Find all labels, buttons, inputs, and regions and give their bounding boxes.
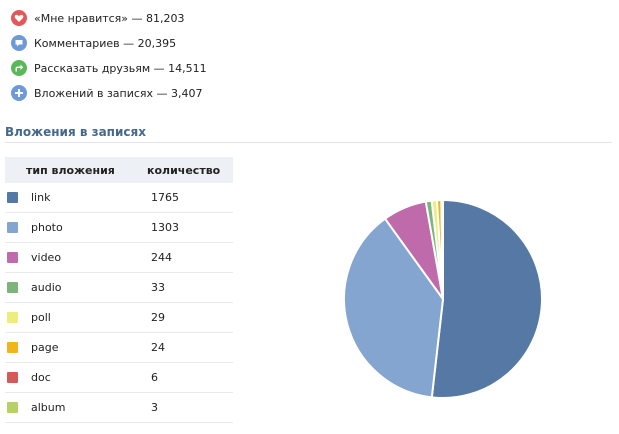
legend-swatch <box>7 222 18 233</box>
table-header: тип вложения количество <box>5 157 233 183</box>
pie-slice-photo[interactable] <box>343 217 444 399</box>
column-header-type: тип вложения <box>26 163 115 177</box>
legend-swatch <box>7 252 18 263</box>
legend-swatch <box>7 402 18 413</box>
attachment-count: 3 <box>151 401 158 414</box>
table-row: album 3 <box>5 393 233 423</box>
attachments-table: тип вложения количество link 1765 photo 130… <box>5 157 233 423</box>
stat-attachments-label: Вложений в записях — 3,407 <box>34 86 203 100</box>
table-row: photo 1303 <box>5 213 233 243</box>
attachment-count: 33 <box>151 281 165 294</box>
stat-comments: Комментариев — 20,395 <box>11 34 176 52</box>
attachment-type: audio <box>31 281 62 294</box>
attachments-section-title: Вложения в записях <box>5 125 146 139</box>
pie-slice-album[interactable] <box>441 199 444 300</box>
section-divider <box>5 142 612 143</box>
attachment-type: page <box>31 341 59 354</box>
stat-shares-label: Рассказать друзьям — 14,511 <box>34 61 207 75</box>
attachment-count: 1765 <box>151 191 179 204</box>
attachment-count: 24 <box>151 341 165 354</box>
table-row: page 24 <box>5 333 233 363</box>
attachment-type: doc <box>31 371 51 384</box>
table-body: link 1765 photo 1303 video 244 audio 33 poll 29 pa… <box>5 183 233 423</box>
attachment-count: 29 <box>151 311 165 324</box>
legend-swatch <box>7 192 18 203</box>
attachment-count: 6 <box>151 371 158 384</box>
legend-swatch <box>7 372 18 383</box>
heart-icon <box>11 10 27 26</box>
legend-swatch <box>7 282 18 293</box>
attachment-type: video <box>31 251 62 264</box>
plus-icon <box>11 85 27 101</box>
attachment-count: 1303 <box>151 221 179 234</box>
table-row: audio 33 <box>5 273 233 303</box>
legend-swatch <box>7 312 18 323</box>
legend-swatch <box>7 342 18 353</box>
attachment-type: photo <box>31 221 63 234</box>
share-icon <box>11 60 27 76</box>
table-row: poll 29 <box>5 303 233 333</box>
comment-icon <box>11 35 27 51</box>
stat-comments-label: Комментариев — 20,395 <box>34 36 177 50</box>
table-row: doc 6 <box>5 363 233 393</box>
attachment-type: link <box>31 191 51 204</box>
attachments-pie-chart <box>343 199 543 399</box>
stat-likes-label: «Мне нравится» — 81,203 <box>34 11 185 25</box>
stat-likes: «Мне нравится» — 81,203 <box>11 9 185 27</box>
attachment-count: 244 <box>151 251 172 264</box>
attachment-type: album <box>31 401 66 414</box>
stat-shares: Рассказать друзьям — 14,511 <box>11 59 207 77</box>
table-row: video 244 <box>5 243 233 273</box>
stat-attachments: Вложений в записях — 3,407 <box>11 84 203 102</box>
attachment-type: poll <box>31 311 51 324</box>
pie-slice-link[interactable] <box>430 199 543 399</box>
table-row: link 1765 <box>5 183 233 213</box>
column-header-count: количество <box>147 163 221 177</box>
